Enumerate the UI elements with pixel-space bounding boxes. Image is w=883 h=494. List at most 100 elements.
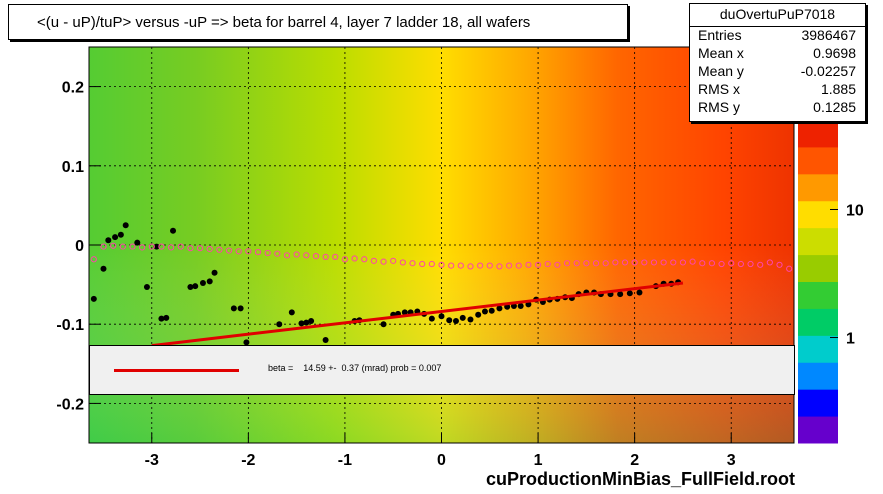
stats-row-rms-y: RMS y 0.1285 bbox=[698, 99, 856, 117]
color-scale-segment bbox=[798, 120, 838, 148]
mean-point bbox=[187, 245, 194, 252]
mean-point bbox=[206, 245, 213, 253]
stats-value: -0.02257 bbox=[800, 63, 856, 79]
profile-point bbox=[428, 315, 435, 322]
profile-point bbox=[117, 231, 124, 238]
mean-point bbox=[303, 252, 310, 259]
mean-point bbox=[708, 260, 716, 267]
color-scale-segment bbox=[798, 335, 838, 363]
color-scale-segment bbox=[798, 146, 838, 175]
profile-point bbox=[112, 234, 119, 241]
legend-fit-line bbox=[114, 369, 239, 372]
mean-point bbox=[563, 260, 571, 267]
color-scale-segment bbox=[798, 308, 838, 336]
mean-point bbox=[225, 247, 233, 254]
profile-point bbox=[298, 320, 305, 327]
mean-point bbox=[457, 262, 464, 269]
profile-point bbox=[517, 302, 524, 309]
mean-point bbox=[544, 260, 551, 268]
mean-point bbox=[602, 260, 609, 267]
mean-point bbox=[390, 257, 397, 264]
mean-point bbox=[264, 249, 271, 257]
stats-value: 3986467 bbox=[801, 27, 856, 43]
mean-point bbox=[322, 253, 329, 260]
mean-point bbox=[496, 263, 503, 270]
y-tick-label: -0.2 bbox=[56, 396, 84, 413]
mean-point bbox=[737, 260, 744, 268]
profile-point bbox=[475, 311, 482, 318]
mean-point bbox=[718, 260, 725, 268]
profile-point bbox=[617, 291, 624, 298]
mean-point bbox=[467, 263, 474, 270]
mean-point bbox=[158, 243, 165, 250]
profile-point bbox=[206, 278, 213, 285]
x-tick-label: 0 bbox=[437, 452, 446, 469]
x-tick-label: -2 bbox=[241, 452, 255, 469]
mean-point bbox=[351, 255, 358, 262]
color-scale-segment bbox=[798, 200, 838, 229]
mean-point bbox=[100, 243, 107, 250]
x-tick-label: 3 bbox=[727, 452, 736, 469]
color-scale-segment bbox=[798, 281, 838, 309]
mean-point bbox=[110, 242, 117, 249]
mean-point bbox=[670, 259, 677, 266]
profile-point bbox=[452, 318, 459, 325]
mean-point bbox=[167, 244, 175, 251]
stats-label: Mean y bbox=[698, 63, 744, 79]
profile-point bbox=[380, 321, 387, 328]
mean-point bbox=[679, 259, 687, 266]
profile-point bbox=[288, 309, 295, 316]
profile-point bbox=[192, 283, 199, 290]
mean-point bbox=[148, 243, 155, 250]
fit-line bbox=[151, 281, 684, 348]
mean-point bbox=[419, 260, 426, 268]
mean-point bbox=[534, 261, 542, 268]
mean-point bbox=[506, 262, 513, 269]
color-scale-segment bbox=[798, 173, 838, 202]
color-scale-segment bbox=[798, 416, 838, 444]
mean-point bbox=[757, 261, 764, 268]
profile-point bbox=[467, 316, 474, 323]
color-scale-label: 1 bbox=[846, 331, 855, 348]
mean-point bbox=[361, 256, 368, 263]
mean-point bbox=[119, 243, 126, 250]
profile-point bbox=[122, 222, 129, 229]
x-tick-label: -1 bbox=[338, 452, 352, 469]
stats-divider bbox=[690, 26, 865, 27]
y-tick-label: -0.1 bbox=[56, 317, 84, 334]
profile-point bbox=[143, 283, 150, 290]
mean-point bbox=[312, 252, 320, 260]
mean-point bbox=[554, 261, 561, 268]
mean-point bbox=[747, 260, 754, 268]
mean-point bbox=[235, 248, 242, 255]
profile-point bbox=[243, 339, 250, 346]
profile-point bbox=[322, 337, 329, 344]
stats-label: Entries bbox=[698, 27, 742, 43]
profile-point bbox=[276, 321, 283, 328]
mean-point bbox=[641, 259, 648, 266]
mean-point bbox=[293, 251, 300, 258]
mean-point bbox=[399, 259, 406, 266]
profile-point bbox=[303, 319, 310, 326]
profile-point bbox=[105, 237, 112, 244]
x-tick-label: 2 bbox=[630, 452, 639, 469]
profile-point bbox=[90, 295, 97, 302]
profile-point bbox=[187, 283, 194, 290]
stats-value: 1.885 bbox=[820, 81, 856, 97]
mean-point bbox=[786, 265, 793, 272]
footer-filename: cuProductionMinBias_FullField.root bbox=[486, 469, 796, 489]
mean-point bbox=[245, 248, 252, 255]
stats-label: RMS y bbox=[698, 99, 740, 115]
chart-title: <(u - uP)/tuP> versus -uP => beta for ba… bbox=[37, 14, 531, 31]
legend-fit-text: beta = 14.59 +- 0.37 (mrad) prob = 0.007 bbox=[268, 363, 442, 373]
fit-legend: beta = 14.59 +- 0.37 (mrad) prob = 0.007 bbox=[89, 345, 795, 395]
stats-value: 0.1285 bbox=[813, 99, 856, 115]
mean-point bbox=[592, 260, 600, 267]
mean-point bbox=[177, 243, 184, 250]
x-tick-label: 1 bbox=[534, 452, 543, 469]
mean-point bbox=[699, 260, 706, 267]
mean-point bbox=[448, 262, 455, 269]
stats-row-entries: Entries 3986467 bbox=[698, 27, 856, 45]
stats-name: duOvertuPuP7018 bbox=[719, 6, 836, 22]
mean-point bbox=[274, 250, 281, 257]
